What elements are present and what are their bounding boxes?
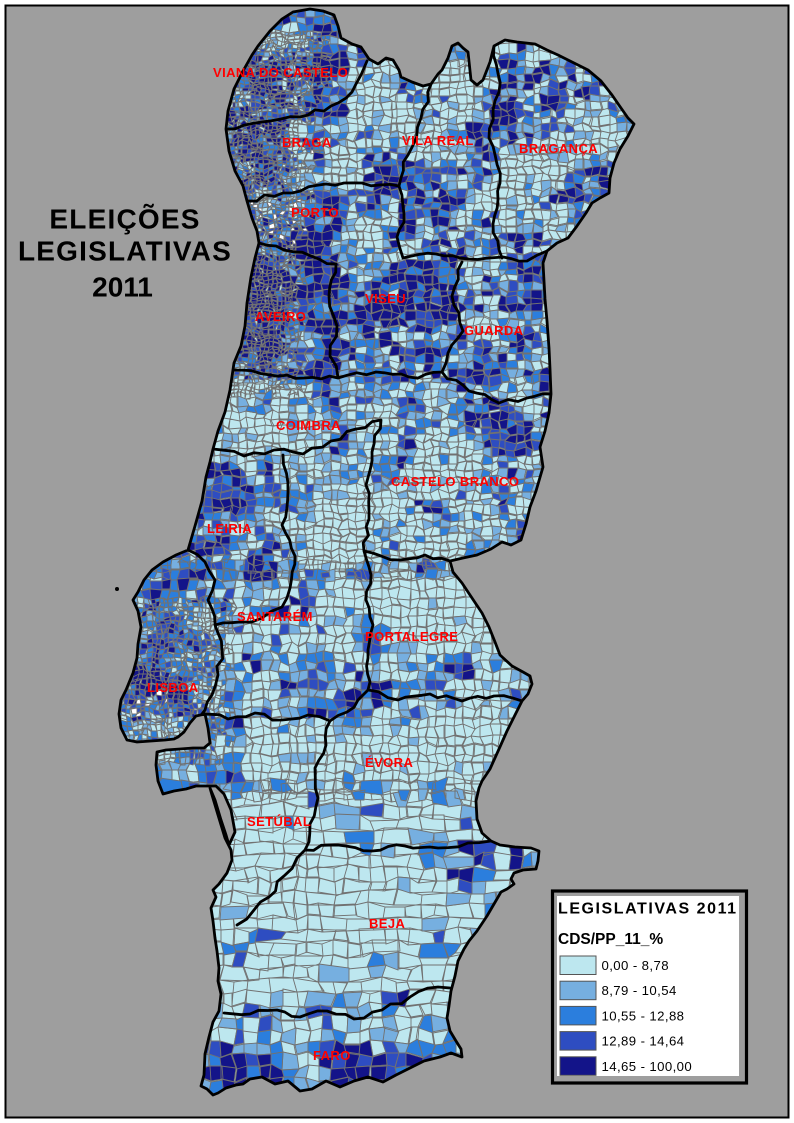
svg-text:VIANA DO CASTELO: VIANA DO CASTELO — [213, 65, 348, 80]
svg-text:FARO: FARO — [313, 1048, 351, 1063]
svg-text:SANTARÉM: SANTARÉM — [237, 609, 313, 624]
svg-text:PORTALEGRE: PORTALEGRE — [365, 629, 458, 644]
svg-text:CASTELO BRANCO: CASTELO BRANCO — [391, 474, 519, 489]
svg-text:0,00 - 8,78: 0,00 - 8,78 — [602, 958, 669, 973]
svg-text:PORTO: PORTO — [291, 205, 339, 220]
svg-text:BEJA: BEJA — [369, 916, 405, 931]
svg-text:SETÚBAL: SETÚBAL — [247, 814, 311, 829]
svg-text:12,89 - 14,64: 12,89 - 14,64 — [602, 1034, 685, 1049]
svg-text:COIMBRA: COIMBRA — [276, 418, 341, 433]
svg-text:BRAGA: BRAGA — [282, 135, 332, 150]
svg-text:VISEU: VISEU — [365, 291, 406, 306]
svg-text:LEGISLATIVAS 2011: LEGISLATIVAS 2011 — [558, 901, 738, 918]
svg-text:LISBOA: LISBOA — [147, 680, 199, 695]
svg-text:2011: 2011 — [92, 272, 153, 303]
svg-text:10,55 - 12,88: 10,55 - 12,88 — [602, 1008, 685, 1023]
svg-text:LEIRIA: LEIRIA — [207, 521, 252, 536]
svg-text:14,65 - 100,00: 14,65 - 100,00 — [602, 1059, 693, 1074]
svg-text:VILA REAL: VILA REAL — [402, 133, 474, 148]
svg-text:LEGISLATIVAS: LEGISLATIVAS — [18, 236, 232, 267]
svg-text:AVEIRO: AVEIRO — [255, 309, 306, 324]
svg-text:GUARDA: GUARDA — [464, 323, 524, 338]
svg-text:BRAGANÇA: BRAGANÇA — [519, 141, 598, 156]
svg-text:ÉVORA: ÉVORA — [365, 755, 413, 770]
svg-text:ELEIÇÕES: ELEIÇÕES — [49, 204, 200, 235]
svg-text:8,79 - 10,54: 8,79 - 10,54 — [602, 983, 677, 998]
svg-text:CDS/PP_11_%: CDS/PP_11_% — [558, 931, 663, 948]
